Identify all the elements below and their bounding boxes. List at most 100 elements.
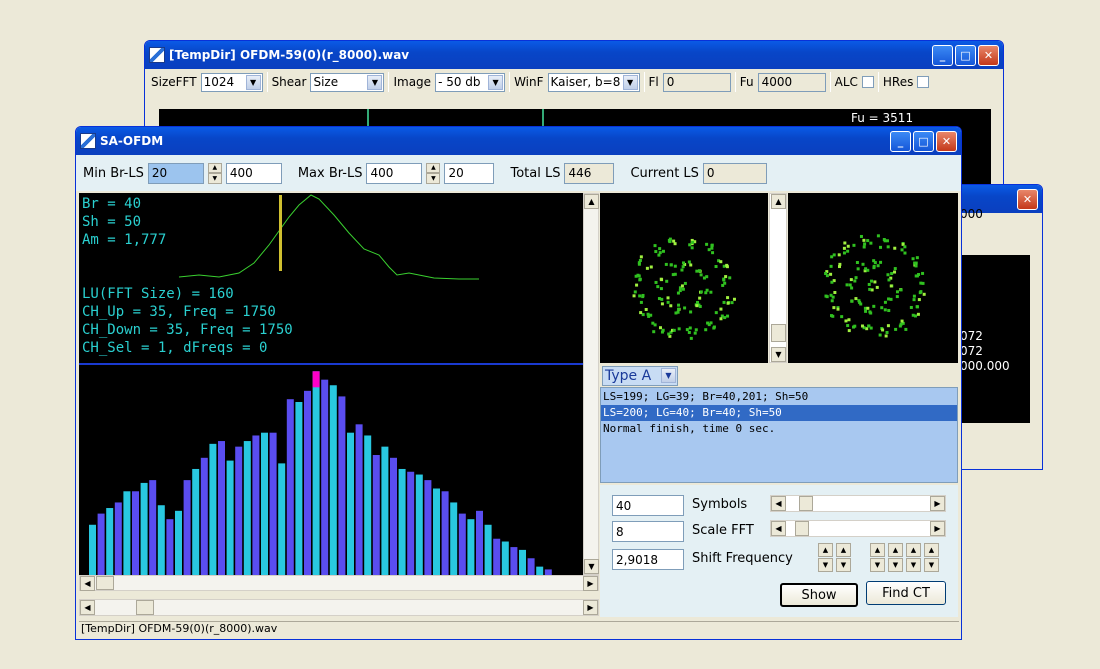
constellation-point <box>688 326 692 330</box>
up-icon[interactable]: ▲ <box>207 162 222 173</box>
symbols-slider[interactable]: ◀ ▶ <box>770 495 946 512</box>
shift-spinner-2[interactable]: ▲ ▼ <box>836 543 851 572</box>
constellation-point <box>694 328 698 332</box>
shift-spinner-6[interactable]: ▲ ▼ <box>924 543 939 572</box>
minimize-button[interactable]: _ <box>890 131 911 152</box>
constellation-point <box>682 261 686 265</box>
down-icon[interactable]: ▼ <box>906 558 921 572</box>
up-icon[interactable]: ▲ <box>426 162 441 173</box>
scroll-thumb[interactable] <box>96 576 114 590</box>
fl-field[interactable]: 0 <box>662 72 731 92</box>
scroll-right-button[interactable]: ▶ <box>583 576 598 591</box>
min-br-ls-input[interactable]: 20 <box>147 162 204 184</box>
slider-thumb[interactable] <box>799 496 813 511</box>
up-icon[interactable]: ▲ <box>906 543 921 557</box>
scroll-right-button[interactable]: ▶ <box>583 600 598 615</box>
scale-fft-input[interactable]: 8 <box>612 521 684 542</box>
down-icon[interactable]: ▼ <box>207 173 222 184</box>
max-br-ls-input[interactable]: 400 <box>366 162 423 184</box>
scroll-thumb[interactable] <box>136 600 154 615</box>
scroll-down-button[interactable]: ▼ <box>584 559 599 574</box>
min-br-ls-input-2[interactable]: 400 <box>225 162 282 184</box>
constellation-point <box>901 242 905 246</box>
symbols-input[interactable]: 40 <box>612 495 684 516</box>
up-icon[interactable]: ▲ <box>818 543 833 557</box>
shift-frequency-input[interactable]: 2,9018 <box>612 549 684 570</box>
find-ct-button[interactable]: Find CT <box>866 581 946 605</box>
constellation-scrollbar[interactable]: ▲ ▼ <box>769 193 787 363</box>
scroll-up-button[interactable]: ▲ <box>584 194 599 209</box>
max-br-ls-spinner[interactable]: ▲ ▼ <box>426 162 441 184</box>
constellation-point <box>894 327 898 331</box>
up-icon[interactable]: ▲ <box>870 543 885 557</box>
constellation-point <box>673 264 677 268</box>
min-br-ls-spinner[interactable]: ▲ ▼ <box>207 162 222 184</box>
third-window-titlebar[interactable]: ✕ <box>956 185 1042 213</box>
close-button[interactable]: ✕ <box>936 131 957 152</box>
up-icon[interactable]: ▲ <box>924 543 939 557</box>
bar <box>476 510 483 575</box>
down-icon[interactable]: ▼ <box>836 558 851 572</box>
down-icon[interactable]: ▼ <box>924 558 939 572</box>
log-line[interactable]: Normal finish, time 0 sec. <box>603 422 776 435</box>
shift-spinner-5[interactable]: ▲ ▼ <box>906 543 921 572</box>
slider-thumb[interactable] <box>795 521 809 536</box>
constellation-point <box>843 241 847 245</box>
constellation-point <box>886 245 890 249</box>
show-button[interactable]: Show <box>780 583 858 607</box>
shear-select[interactable]: Size ▼ <box>310 72 385 92</box>
constellation-point <box>671 328 675 332</box>
scroll-left-button[interactable]: ◀ <box>771 496 786 511</box>
log-line-selected[interactable]: LS=200; LG=40; Br=40; Sh=50 <box>601 405 957 421</box>
log-list[interactable]: LS=199; LG=39; Br=40,201; Sh=50 LS=200; … <box>600 387 958 483</box>
max-br-ls-input-2[interactable]: 20 <box>444 162 495 184</box>
hres-checkbox[interactable] <box>917 76 930 88</box>
fu-field[interactable]: 4000 <box>757 72 826 92</box>
shift-spinner-4[interactable]: ▲ ▼ <box>888 543 903 572</box>
minimize-button[interactable]: _ <box>932 45 953 66</box>
up-icon[interactable]: ▲ <box>888 543 903 557</box>
up-icon[interactable]: ▲ <box>836 543 851 557</box>
scroll-down-button[interactable]: ▼ <box>771 347 786 362</box>
winf-select[interactable]: Kaiser, b=8 ▼ <box>547 72 640 92</box>
down-icon[interactable]: ▼ <box>818 558 833 572</box>
constellation-point <box>704 328 708 332</box>
constellation-1-svg <box>632 237 736 340</box>
plot-hscrollbar[interactable]: ◀ ▶ <box>79 575 599 591</box>
scroll-left-button[interactable]: ◀ <box>771 521 786 536</box>
scroll-up-button[interactable]: ▲ <box>771 194 786 209</box>
plot-vscrollbar[interactable]: ▲ ▼ <box>583 193 599 575</box>
main-window-titlebar[interactable]: SA-OFDM _ □ ✕ <box>76 127 961 155</box>
alc-checkbox[interactable] <box>861 76 874 88</box>
scroll-right-button[interactable]: ▶ <box>930 496 945 511</box>
close-button[interactable]: ✕ <box>978 45 999 66</box>
constellation-point <box>846 244 850 248</box>
min-br-ls-label: Min Br-LS <box>83 165 144 181</box>
scroll-left-button[interactable]: ◀ <box>80 576 95 591</box>
type-select[interactable]: Type A ▼ <box>602 366 678 386</box>
bar <box>132 491 139 575</box>
scroll-left-button[interactable]: ◀ <box>80 600 95 615</box>
constellation-point <box>719 260 723 264</box>
down-icon[interactable]: ▼ <box>426 173 441 184</box>
scroll-thumb[interactable] <box>771 324 786 342</box>
shift-spinner-3[interactable]: ▲ ▼ <box>870 543 885 572</box>
maximize-button[interactable]: □ <box>955 45 976 66</box>
constellation-point <box>915 305 919 309</box>
down-icon[interactable]: ▼ <box>870 558 885 572</box>
shift-spinner-1[interactable]: ▲ ▼ <box>818 543 833 572</box>
image-select[interactable]: - 50 db ▼ <box>435 72 506 92</box>
down-icon[interactable]: ▼ <box>888 558 903 572</box>
log-line[interactable]: LS=199; LG=39; Br=40,201; Sh=50 <box>603 390 809 403</box>
scale-fft-slider[interactable]: ◀ ▶ <box>770 520 946 537</box>
scroll-right-button[interactable]: ▶ <box>930 521 945 536</box>
shift-frequency-label: Shift Frequency <box>692 551 793 566</box>
maximize-button[interactable]: □ <box>913 131 934 152</box>
sizefft-select[interactable]: 1024 ▼ <box>200 72 263 92</box>
constellation-point <box>698 304 702 308</box>
constellation-point <box>680 268 684 272</box>
bottom-hscrollbar[interactable]: ◀ ▶ <box>79 599 599 616</box>
close-button[interactable]: ✕ <box>1017 189 1038 210</box>
constellation-point <box>669 263 673 267</box>
back-window-titlebar[interactable]: [TempDir] OFDM-59(0)(r_8000).wav _ □ ✕ <box>145 41 1003 69</box>
